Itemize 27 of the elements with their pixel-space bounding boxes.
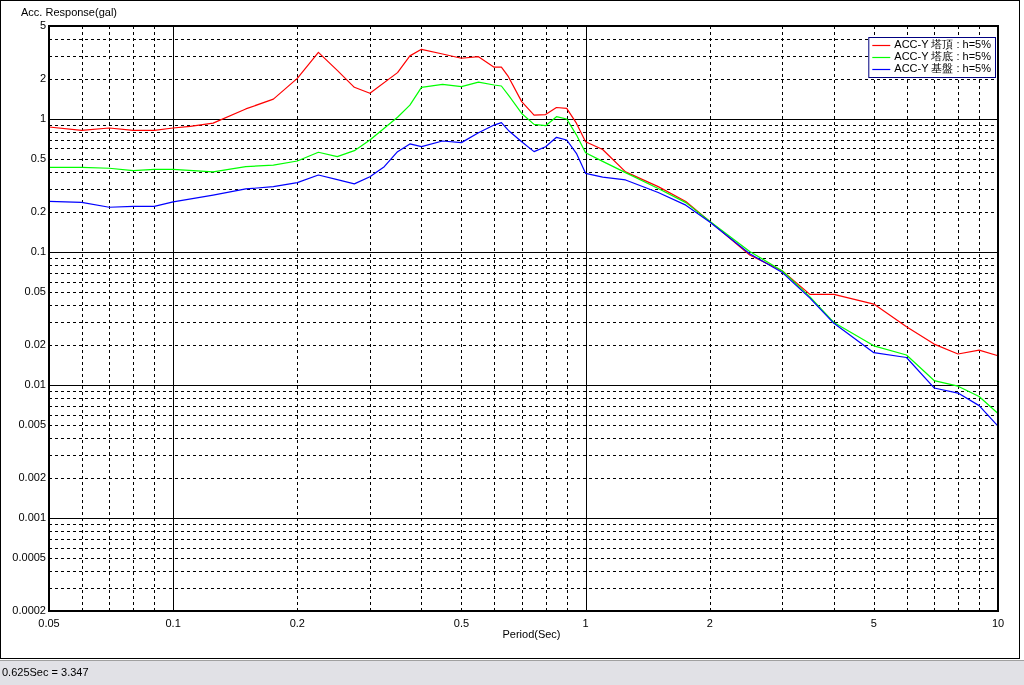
text: 0.625Sec = 3.347: [2, 665, 89, 678]
x-tick-label: 0.2: [289, 616, 305, 629]
y-tick-label: 2: [39, 71, 46, 84]
x-tick-label: 2: [706, 616, 713, 629]
y-tick-label: 0.005: [18, 417, 46, 430]
legend-label: ACC-Y 基盤 : h=5%: [894, 61, 992, 74]
x-tick-label: 5: [870, 616, 877, 629]
y-tick-label: 0.2: [30, 204, 46, 217]
y-tick-label: 5: [39, 18, 46, 31]
x-tick-label: 1: [582, 616, 589, 629]
y-tick-label: 0.05: [24, 284, 46, 297]
y-tick-label: 0.01: [24, 377, 46, 390]
y-axis-title: Acc. Response(gal): [21, 5, 117, 18]
y-tick-label: 1: [39, 111, 46, 124]
y-tick-label: 0.5: [30, 151, 46, 164]
y-tick-label: 0.0005: [12, 550, 46, 563]
x-tick-label: 0.5: [453, 616, 470, 629]
y-tick-label: 0.001: [18, 510, 46, 523]
y-tick-label: 0.02: [24, 337, 46, 350]
y-tick-label: 0.1: [30, 244, 46, 257]
legend-label: ACC-Y 塔頂 : h=5%: [894, 37, 992, 50]
x-axis-title: Period(Sec): [502, 627, 561, 640]
legend-label: ACC-Y 塔底 : h=5%: [894, 49, 992, 62]
x-tick-label: 0.1: [165, 616, 181, 629]
x-tick-label: 10: [991, 616, 1005, 629]
y-tick-label: 0.0002: [12, 603, 46, 616]
y-tick-label: 0.002: [18, 470, 46, 483]
